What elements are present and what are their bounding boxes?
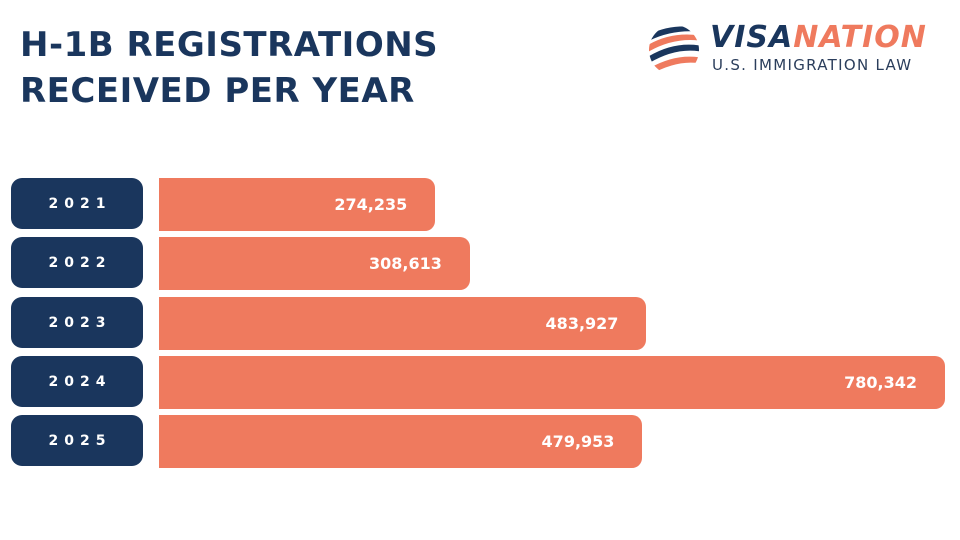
title-line-1: H-1B REGISTRATIONS [20,25,439,65]
year-label: 2021 [11,178,143,229]
logo-wordmark: VISANATION [710,20,927,56]
year-label: 2022 [11,237,143,288]
bar-value-label: 308,613 [368,254,442,273]
year-label: 2025 [11,415,143,466]
bar-row: 2022 308,613 [0,237,960,290]
bar: 780,342 [159,356,945,409]
bar-row: 2025 479,953 [0,415,960,468]
globe-stripes-icon [649,25,699,75]
page-title: H-1B REGISTRATIONS RECEIVED PER YEAR [20,22,438,114]
bar-value-label: 479,953 [541,432,615,451]
bar: 479,953 [159,415,643,468]
bar: 308,613 [159,237,470,290]
bar: 274,235 [159,178,436,231]
title-line-2: RECEIVED PER YEAR [20,71,415,111]
visanation-logo: VISANATION U.S. IMMIGRATION LAW [648,20,948,80]
bar-row: 2023 483,927 [0,297,960,350]
year-label: 2023 [11,297,143,348]
bar-value-label: 483,927 [545,314,619,333]
bar-value-label: 780,342 [844,373,917,392]
logo-word-visa: VISA [710,20,794,55]
bar-row: 2024 780,342 [0,356,960,409]
bar: 483,927 [159,297,647,350]
logo-word-nation: NATION [793,20,927,55]
year-label: 2024 [11,356,143,407]
bar-row: 2021 274,235 [0,178,960,231]
logo-subtitle: U.S. IMMIGRATION LAW [712,56,913,74]
bar-value-label: 274,235 [334,195,408,214]
